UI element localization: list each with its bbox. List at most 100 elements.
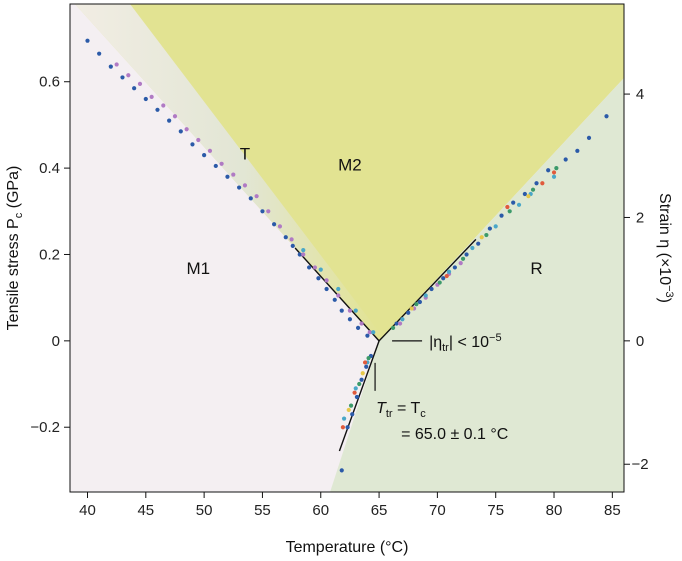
data-point bbox=[414, 302, 419, 307]
data-point bbox=[132, 86, 137, 91]
data-point bbox=[324, 278, 329, 283]
data-point bbox=[301, 252, 306, 257]
region-r-fill bbox=[330, 78, 624, 492]
plot-frame bbox=[69, 3, 625, 493]
data-point bbox=[306, 265, 312, 270]
data-point bbox=[324, 286, 329, 292]
x-tick-label: 55 bbox=[254, 502, 271, 519]
data-point bbox=[350, 412, 355, 417]
x-tick-label: 65 bbox=[371, 502, 388, 519]
data-point bbox=[219, 161, 224, 166]
data-point bbox=[213, 163, 218, 169]
data-point bbox=[85, 38, 90, 43]
y2-axis-title: Strain η (×10−3) bbox=[656, 193, 675, 303]
data-point bbox=[137, 81, 143, 86]
data-point bbox=[355, 325, 361, 330]
eta-threshold-annotation: |ηtr| < 10−5 bbox=[429, 332, 502, 354]
y2-tick-label: 2 bbox=[636, 209, 644, 226]
data-point bbox=[487, 226, 492, 231]
x-tick-label: 45 bbox=[137, 502, 154, 519]
data-point bbox=[260, 209, 265, 214]
data-point bbox=[316, 276, 321, 281]
data-point bbox=[161, 103, 166, 108]
data-point bbox=[108, 64, 113, 69]
y2-tick-label: −2 bbox=[631, 456, 648, 473]
boundary-line-m1-r bbox=[338, 340, 380, 452]
data-point bbox=[390, 325, 396, 330]
data-point bbox=[464, 252, 469, 257]
data-point bbox=[437, 280, 442, 285]
region-label-m2: M2 bbox=[338, 155, 362, 174]
data-point bbox=[318, 267, 323, 272]
data-point bbox=[354, 394, 360, 400]
data-point bbox=[347, 308, 353, 313]
data-point bbox=[429, 286, 434, 292]
data-point bbox=[362, 360, 368, 365]
data-point bbox=[476, 241, 481, 246]
data-point bbox=[346, 407, 351, 413]
data-point bbox=[460, 256, 466, 261]
data-point bbox=[522, 191, 527, 197]
data-point bbox=[458, 261, 463, 266]
data-point bbox=[225, 174, 230, 179]
y-tick-label: 0.4 bbox=[39, 160, 60, 177]
data-point bbox=[196, 137, 201, 143]
data-point bbox=[202, 153, 207, 158]
data-point bbox=[231, 172, 236, 177]
y2-axis-title-end: ) bbox=[656, 298, 673, 303]
data-point bbox=[563, 157, 568, 162]
region-label-m1: M1 bbox=[186, 259, 210, 278]
data-point bbox=[441, 276, 446, 281]
x-axis-title: Temperature (°C) bbox=[286, 539, 409, 556]
data-point bbox=[540, 181, 545, 186]
data-point bbox=[366, 356, 371, 361]
y2-tick-label: 0 bbox=[636, 333, 644, 350]
data-point bbox=[266, 209, 271, 214]
data-point bbox=[479, 235, 484, 240]
data-point bbox=[353, 308, 358, 313]
data-point bbox=[248, 196, 253, 201]
data-point bbox=[126, 73, 131, 78]
data-point bbox=[406, 310, 411, 315]
x-tick-label: 75 bbox=[487, 502, 504, 519]
data-point bbox=[359, 377, 364, 382]
data-point bbox=[364, 364, 369, 369]
data-point bbox=[348, 403, 354, 408]
data-point bbox=[371, 330, 376, 335]
data-point bbox=[167, 118, 172, 123]
y-tick-label: 0.2 bbox=[39, 246, 60, 263]
data-point bbox=[400, 317, 405, 322]
data-point bbox=[289, 237, 294, 242]
data-point bbox=[551, 174, 557, 179]
data-point bbox=[604, 114, 609, 119]
data-point bbox=[546, 168, 551, 173]
data-point bbox=[242, 183, 248, 188]
data-point bbox=[283, 235, 288, 240]
data-point bbox=[359, 321, 364, 326]
data-point bbox=[507, 209, 512, 214]
data-point bbox=[397, 321, 403, 326]
data-point bbox=[336, 293, 341, 298]
data-point bbox=[312, 265, 318, 270]
data-point bbox=[290, 243, 295, 248]
data-point bbox=[470, 245, 475, 251]
y-tick-label: −0.2 bbox=[30, 419, 60, 436]
data-point bbox=[347, 317, 353, 322]
data-point bbox=[516, 202, 522, 207]
data-point bbox=[340, 425, 346, 430]
data-point bbox=[143, 96, 148, 102]
data-point bbox=[551, 170, 557, 175]
region-t-fill bbox=[75, 4, 382, 341]
data-point bbox=[505, 204, 510, 210]
data-point bbox=[114, 62, 119, 67]
data-point bbox=[339, 308, 344, 313]
y-axis-title-unit: (GPa) bbox=[5, 166, 22, 213]
data-point bbox=[301, 248, 306, 253]
data-point bbox=[575, 148, 580, 153]
data-point bbox=[493, 224, 498, 229]
data-point bbox=[120, 75, 125, 80]
data-point bbox=[172, 114, 178, 119]
x-tick-label: 60 bbox=[312, 502, 329, 519]
x-tick-label: 85 bbox=[604, 502, 621, 519]
